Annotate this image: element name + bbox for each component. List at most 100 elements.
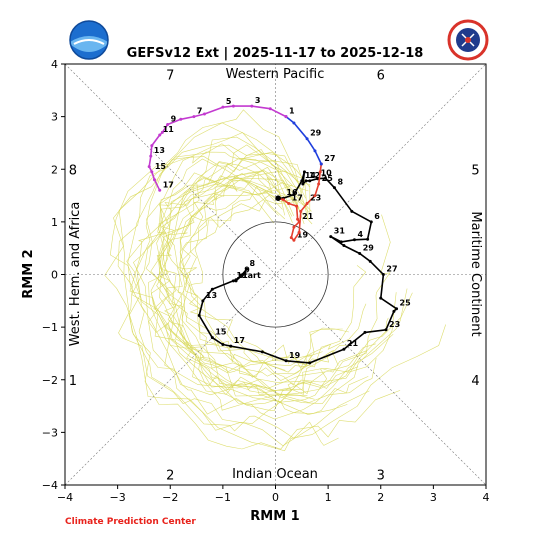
series-point	[197, 314, 201, 318]
series-point	[339, 240, 343, 244]
series-point	[287, 201, 291, 205]
series-point	[368, 259, 372, 263]
point-label: 11	[236, 271, 248, 280]
current-position-marker	[275, 195, 281, 201]
series-point	[245, 267, 249, 271]
series-point	[158, 188, 162, 192]
series-point	[210, 336, 214, 340]
diagonal-guide	[64, 63, 487, 486]
nws-logo	[447, 19, 489, 61]
series-point	[158, 133, 162, 137]
point-label: 10	[321, 169, 333, 178]
series-point	[221, 105, 225, 109]
series-point	[202, 112, 206, 116]
series-point	[289, 236, 293, 240]
point-label: 14	[305, 171, 317, 180]
series-point	[305, 201, 309, 205]
series-point	[284, 359, 288, 363]
series-point	[313, 194, 317, 198]
ensemble-member-line	[189, 194, 343, 366]
series-point	[323, 176, 327, 180]
series-point	[201, 299, 205, 303]
ensemble-member-line	[150, 183, 391, 388]
series-point	[297, 220, 301, 224]
series-point	[284, 115, 288, 119]
ensemble-member-line	[150, 159, 389, 404]
x-tick-label: 1	[325, 491, 332, 504]
point-label: 25	[400, 299, 412, 308]
series-point	[352, 238, 356, 242]
series-point	[342, 347, 346, 351]
ensemble-member-line	[156, 185, 339, 381]
series-point	[229, 344, 233, 348]
phase-number: 3	[377, 468, 385, 483]
ensemble-member-line	[179, 185, 349, 369]
region-bottom: Indian Ocean	[232, 467, 318, 482]
region-left: West. Hem. and Africa	[68, 202, 83, 347]
series-point	[292, 193, 296, 197]
series-point	[268, 107, 272, 111]
phase-number: 7	[166, 69, 174, 84]
series-point	[152, 178, 156, 182]
point-label: start	[239, 271, 261, 280]
ensemble-member-line	[131, 170, 413, 397]
point-label: 29	[310, 129, 322, 138]
phase-number: 8	[69, 163, 77, 178]
y-tick-label: 0	[51, 269, 58, 282]
chart-title: GEFSv12 Ext | 2025-11-17 to 2025-12-18	[127, 46, 424, 61]
series-point	[329, 235, 333, 239]
series-point	[292, 225, 296, 229]
series-point	[381, 273, 385, 276]
y-tick-label: −4	[42, 479, 58, 492]
ensemble-member-line	[117, 132, 370, 447]
point-label: 15	[155, 162, 167, 171]
series-point	[292, 238, 296, 242]
series-point	[150, 170, 154, 174]
series-point	[281, 198, 285, 202]
phase-number: 6	[377, 69, 385, 84]
y-tick-label: −2	[42, 374, 58, 387]
phase-number: 5	[471, 163, 479, 178]
ensemble-member-line	[109, 156, 401, 450]
point-label: 17	[163, 180, 174, 189]
point-label: 23	[389, 320, 400, 329]
series-point	[366, 237, 370, 241]
point-label: 13	[206, 291, 217, 300]
series-point	[150, 144, 154, 148]
y-tick-label: −3	[42, 426, 58, 439]
series-point	[231, 279, 235, 283]
series-forecast-days-16-30: 29 1	[284, 107, 323, 166]
series-line	[285, 115, 323, 165]
series-point	[316, 177, 320, 181]
point-label: 23	[310, 193, 321, 202]
x-tick-label: −2	[162, 491, 178, 504]
series-point	[192, 115, 196, 119]
point-label: 11	[163, 125, 175, 134]
point-label: 3	[255, 96, 261, 105]
series-point	[350, 209, 354, 213]
x-tick-label: −3	[110, 491, 126, 504]
series-point	[301, 182, 305, 186]
ensemble-member-line	[156, 170, 335, 375]
point-label: 27	[324, 154, 335, 163]
point-label: 31	[334, 227, 346, 236]
ensemble-member-line	[148, 136, 359, 412]
point-label: 17	[292, 193, 303, 202]
point-label: 29	[363, 243, 375, 252]
series-point	[304, 179, 308, 183]
series-point	[395, 307, 399, 311]
series-point	[231, 104, 235, 108]
phase-number: 1	[69, 374, 77, 389]
series-point	[313, 149, 317, 153]
x-tick-label: 4	[483, 491, 490, 504]
point-label: 19	[297, 230, 309, 239]
region-right: Maritime Continent	[468, 211, 483, 336]
point-label: 17	[234, 336, 245, 345]
ensemble-member-line	[118, 109, 339, 446]
series-point	[221, 342, 225, 346]
series-point	[317, 182, 321, 186]
y-axis-label: RMM 2	[21, 249, 36, 298]
